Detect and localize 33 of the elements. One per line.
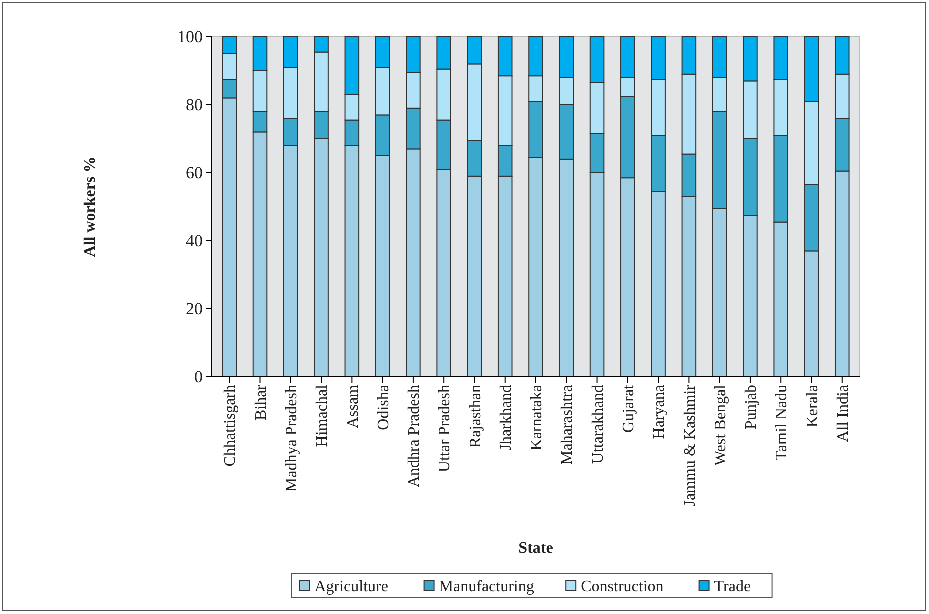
- x-tick-label: Jammu & Kashmir: [682, 384, 699, 507]
- x-tick-label: Jharkhand: [498, 385, 515, 451]
- x-tick-label: Karnataka: [528, 385, 546, 451]
- x-tick-label: Assam: [344, 384, 362, 429]
- x-tick-label: Kerala: [804, 385, 822, 428]
- legend-label: Agriculture: [314, 578, 388, 596]
- x-tick-label: Uttar Pradesh: [436, 385, 454, 473]
- x-tick-label: Andhra Pradesh: [406, 385, 424, 488]
- x-tick-label: West Bengal: [712, 384, 730, 466]
- x-axis-title: State: [518, 540, 554, 557]
- x-tick-label: Gujarat: [620, 384, 638, 433]
- x-tick-label: Rajasthan: [467, 385, 484, 448]
- x-tick-label: Bihar: [252, 384, 270, 421]
- x-tick-label: Himachal: [314, 384, 332, 448]
- x-tick-label: Odisha: [375, 385, 392, 430]
- legend-label: Trade: [714, 578, 752, 596]
- y-tick-label: 100: [178, 27, 203, 46]
- x-tick-label: Tamil Nadu: [774, 385, 791, 461]
- y-axis-title: All workers %: [82, 156, 99, 258]
- legend-label: Construction: [581, 578, 664, 596]
- x-tick-label: Madhya Pradesh: [283, 385, 300, 492]
- y-tick-label: 80: [186, 95, 203, 114]
- y-tick-label: 20: [186, 299, 203, 318]
- x-tick-label: All India: [834, 385, 852, 442]
- x-tick-label: Chhattisgarh: [222, 385, 240, 467]
- x-tick-label: Punjab: [743, 385, 760, 430]
- y-tick-label: 60: [186, 163, 203, 182]
- legend-label: Manufacturing: [439, 578, 534, 596]
- x-tick-label: Uttarakhand: [590, 385, 607, 464]
- y-tick-label: 40: [186, 231, 203, 250]
- x-tick-label: Maharashtra: [559, 385, 576, 465]
- y-tick-label: 0: [194, 367, 203, 386]
- x-tick-label: Haryana: [651, 385, 668, 440]
